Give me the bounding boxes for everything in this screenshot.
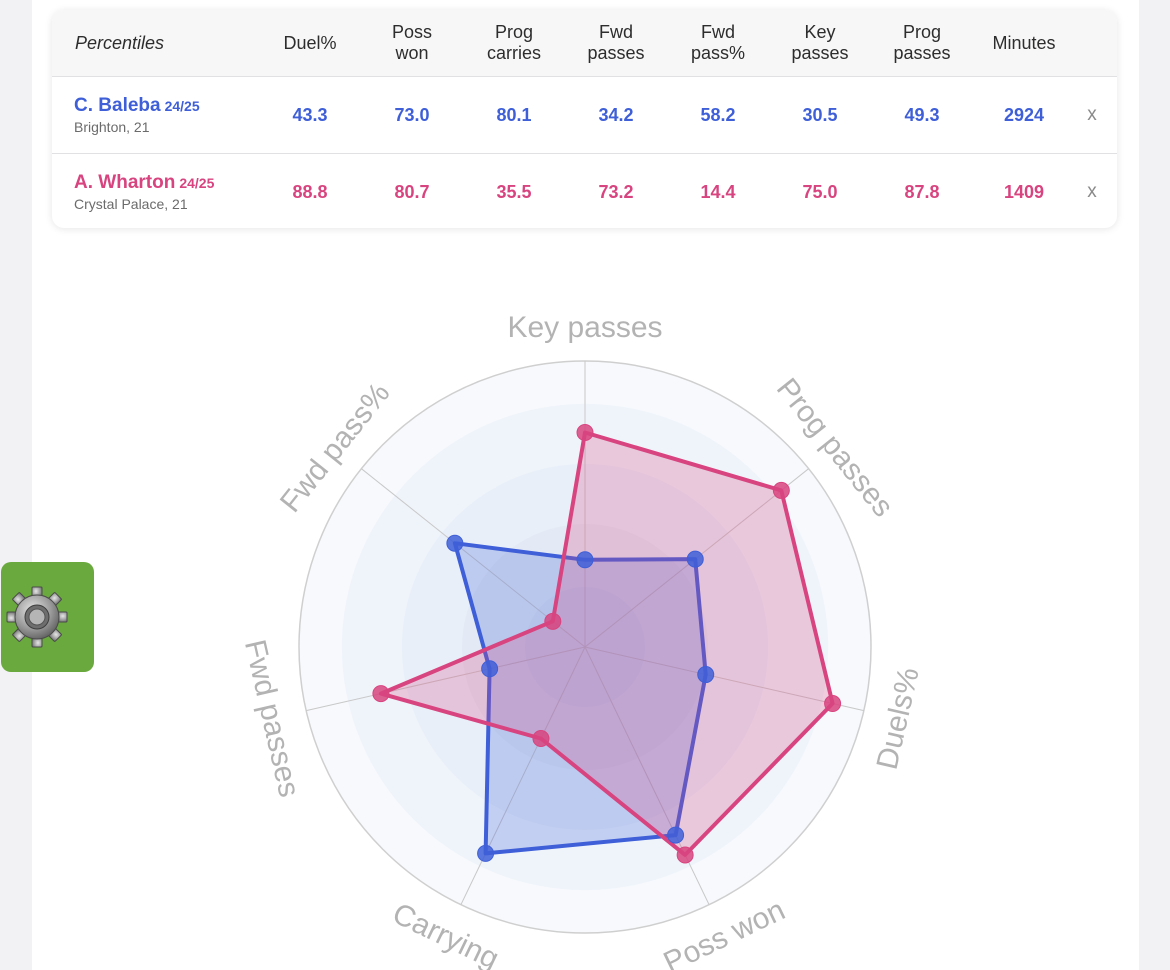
- radar-data-point: [686, 550, 704, 568]
- player-season: 24/25: [164, 98, 200, 114]
- player-name-text[interactable]: C. Baleba: [74, 95, 161, 116]
- radar-data-point: [481, 660, 499, 678]
- player-season: 24/25: [179, 175, 215, 191]
- table-cell: 34.2: [598, 104, 634, 125]
- radar-series-area: [452, 541, 708, 856]
- column-header-duel-pct[interactable]: Duel%: [283, 32, 337, 53]
- table-cell: 30.5: [802, 104, 838, 125]
- table-cell: 1409: [1003, 181, 1045, 202]
- radar-spoke: [460, 646, 586, 905]
- table-cell: 88.8: [292, 181, 328, 202]
- radar-data-point: [676, 846, 694, 864]
- table-cell: 75.0: [802, 181, 838, 202]
- table-cell: 14.4: [700, 181, 736, 202]
- column-header-key-passes[interactable]: Key passes: [791, 22, 849, 63]
- table-cell: 2924: [1003, 104, 1045, 125]
- settings-button[interactable]: [1, 562, 94, 672]
- radar-spoke: [306, 646, 586, 712]
- table-cell: 73.2: [598, 181, 634, 202]
- radar-spoke: [584, 646, 864, 712]
- column-header-fwd-passes[interactable]: Fwd passes: [587, 22, 645, 63]
- player-club: Crystal Palace, 21: [74, 196, 188, 212]
- radar-data-point: [697, 666, 715, 684]
- radar-data-point: [576, 424, 594, 441]
- table-cell: 43.3: [292, 104, 328, 125]
- player-name[interactable]: C. Baleba 24/25: [74, 95, 200, 117]
- column-header-poss-won[interactable]: Poss won: [391, 22, 433, 63]
- column-header-minutes[interactable]: Minutes: [992, 32, 1056, 53]
- percentiles-header-label: Percentiles: [75, 32, 165, 53]
- radar-data-point: [576, 551, 594, 569]
- table-cell: 87.8: [904, 181, 940, 202]
- table-header: Percentiles Duel% Poss won Prog carries …: [52, 10, 1117, 77]
- remove-player-button[interactable]: x: [1087, 181, 1097, 202]
- radar-axis-label: Fwd passes: [238, 637, 306, 800]
- radar-data-point: [772, 481, 790, 499]
- table-cell: 73.0: [394, 104, 430, 125]
- player-club: Brighton, 21: [74, 119, 150, 135]
- column-header-fwd-pass-pct[interactable]: Fwd pass%: [690, 22, 746, 63]
- column-header-prog-passes[interactable]: Prog passes: [893, 22, 951, 63]
- table-cell: 58.2: [700, 104, 736, 125]
- radar-axis-label: Duels%: [871, 664, 926, 772]
- radar-data-point: [372, 685, 390, 703]
- radar-data-point: [544, 612, 562, 630]
- table-cell: 49.3: [904, 104, 940, 125]
- radar-data-point: [477, 844, 495, 862]
- percentiles-table: Percentiles Duel% Poss won Prog carries …: [52, 10, 1117, 228]
- table-cell: 80.1: [496, 104, 532, 125]
- table-cell: 80.7: [394, 181, 430, 202]
- player-name-text[interactable]: A. Wharton: [74, 172, 176, 193]
- table-row: C. Baleba 24/25 Brighton, 21 43.3 73.0 80…: [52, 77, 1117, 154]
- column-header-prog-carries[interactable]: Prog carries: [486, 22, 541, 63]
- radar-data-point: [446, 534, 464, 552]
- player-name[interactable]: A. Wharton 24/25: [74, 172, 214, 194]
- remove-player-button[interactable]: x: [1087, 104, 1097, 125]
- radar-data-point: [532, 729, 550, 747]
- table-cell: 35.5: [496, 181, 532, 202]
- table-row: A. Wharton 24/25 Crystal Palace, 21 88.8 …: [52, 154, 1117, 228]
- radar-data-point: [667, 826, 685, 844]
- radar-series-area: [378, 430, 835, 857]
- radar-axis-label: Key passes: [507, 311, 662, 344]
- gear-icon: [6, 586, 68, 648]
- radar-data-point: [824, 695, 842, 713]
